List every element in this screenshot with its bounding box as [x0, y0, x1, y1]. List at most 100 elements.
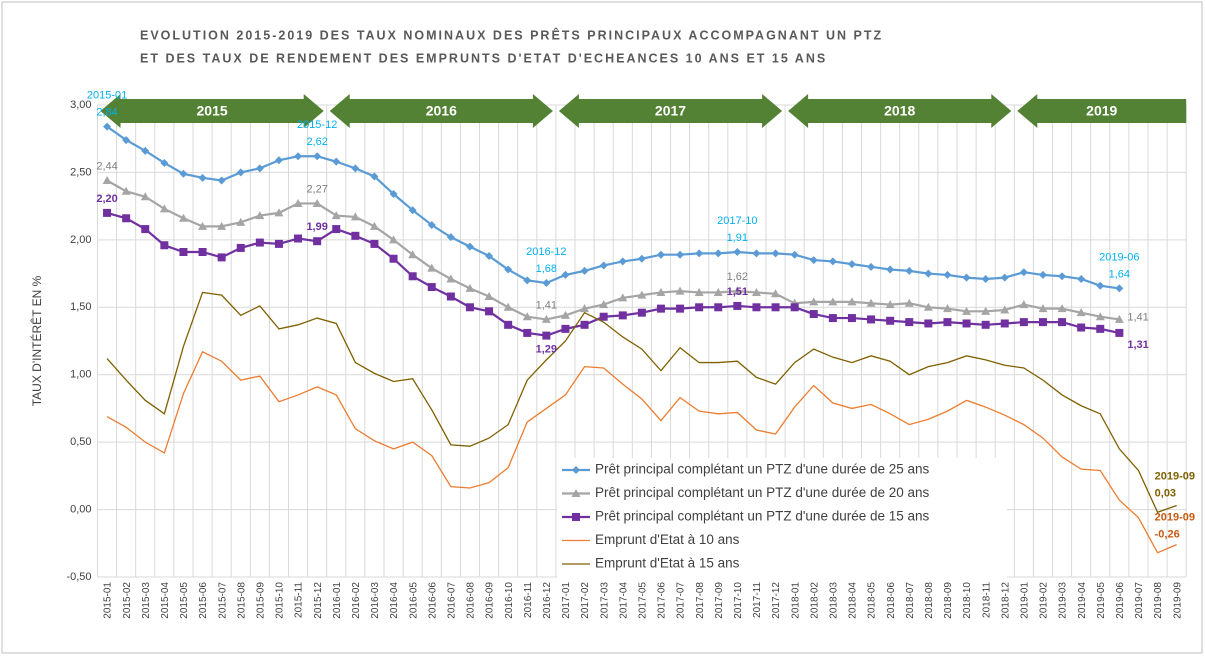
point: [408, 250, 418, 259]
x-tick-label: 2018-05: [867, 582, 878, 619]
point: [485, 252, 494, 261]
date-label: 2015-01: [87, 89, 127, 101]
point: [771, 303, 780, 312]
point: [866, 298, 876, 307]
y-tick-label: 1,50: [70, 301, 91, 313]
value-label: 2,84: [96, 106, 117, 118]
x-tick-label: 2015-07: [217, 582, 228, 619]
point: [331, 211, 341, 220]
point: [236, 243, 245, 252]
point: [676, 250, 685, 259]
point: [942, 304, 952, 313]
period-label: 2018: [884, 103, 915, 119]
period-banner: [1017, 94, 1187, 128]
point: [446, 274, 456, 283]
x-tick-label: 2019-04: [1077, 582, 1088, 619]
point: [572, 513, 580, 521]
point: [427, 283, 436, 292]
point: [274, 156, 283, 165]
x-tick-label: 2019-09: [1172, 582, 1183, 619]
point: [981, 320, 990, 329]
date-label: 2015-12: [297, 119, 337, 131]
x-tick-label: 2017-07: [676, 582, 687, 619]
period-label: 2019: [1086, 103, 1117, 119]
y-tick-label: 2,50: [70, 166, 91, 178]
point: [886, 316, 895, 325]
point: [350, 212, 360, 221]
point: [198, 173, 207, 182]
x-tick-label: 2018-01: [790, 582, 801, 619]
point: [236, 168, 245, 177]
point: [236, 217, 246, 226]
period-banner: [558, 94, 783, 128]
point: [503, 302, 513, 311]
point: [599, 261, 608, 270]
x-tick-label: 2015-02: [122, 582, 133, 619]
point: [847, 297, 857, 306]
point: [217, 253, 226, 262]
point: [1077, 323, 1086, 332]
x-tick-label: 2015-03: [141, 582, 152, 619]
x-tick-label: 2017-03: [599, 582, 610, 619]
point: [369, 221, 379, 230]
x-tick-label: 2015-08: [236, 582, 247, 619]
point: [751, 287, 761, 296]
point: [332, 157, 341, 166]
period-banner: [100, 94, 324, 128]
y-axis-label: TAUX D'INTÉRÊT EN %: [29, 275, 44, 406]
point: [752, 249, 761, 258]
point: [294, 152, 303, 161]
point: [962, 306, 972, 315]
point: [255, 238, 264, 247]
value-label: 0,03: [1155, 487, 1176, 499]
point: [847, 260, 856, 269]
y-tick-label: -0,50: [66, 571, 91, 583]
point: [1000, 319, 1009, 328]
value-label: 1,41: [536, 299, 557, 311]
point: [313, 237, 322, 246]
x-tick-label: 2016-10: [504, 582, 515, 619]
point: [886, 265, 895, 274]
x-tick-label: 2017-12: [771, 582, 782, 619]
point: [179, 247, 188, 256]
point: [504, 320, 513, 329]
point: [217, 221, 227, 230]
period-banner: [788, 94, 1012, 128]
point: [1058, 318, 1067, 327]
point: [523, 328, 532, 337]
point: [102, 176, 112, 185]
point: [867, 262, 876, 271]
y-tick-label: 0,00: [70, 503, 91, 515]
point: [523, 276, 532, 285]
point: [446, 233, 455, 242]
point: [542, 279, 551, 288]
value-label: 2,44: [96, 160, 117, 172]
point: [637, 290, 647, 299]
x-tick-label: 2018-10: [962, 582, 973, 619]
point: [676, 304, 685, 313]
point: [1095, 312, 1105, 321]
x-tick-label: 2018-11: [981, 582, 992, 618]
value-label: 1,51: [727, 286, 748, 298]
value-label: 2,62: [306, 136, 327, 148]
x-tick-label: 2016-02: [351, 582, 362, 619]
point: [943, 318, 952, 327]
value-label: 1,62: [727, 271, 748, 283]
y-tick-label: 3,00: [70, 99, 91, 111]
legend-label: Prêt principal complétant un PTZ d'une d…: [595, 462, 930, 477]
x-tick-label: 2016-03: [370, 582, 381, 619]
point: [599, 312, 608, 321]
point: [1114, 314, 1124, 323]
point: [541, 314, 551, 323]
value-label: 1,99: [306, 221, 327, 233]
point: [274, 208, 284, 217]
point: [694, 287, 704, 296]
point: [484, 291, 494, 300]
point: [923, 302, 933, 311]
x-tick-label: 2018-12: [1000, 582, 1011, 619]
point: [1077, 274, 1086, 283]
value-label: 1,64: [1109, 268, 1130, 280]
point: [752, 303, 761, 312]
point: [618, 311, 627, 320]
